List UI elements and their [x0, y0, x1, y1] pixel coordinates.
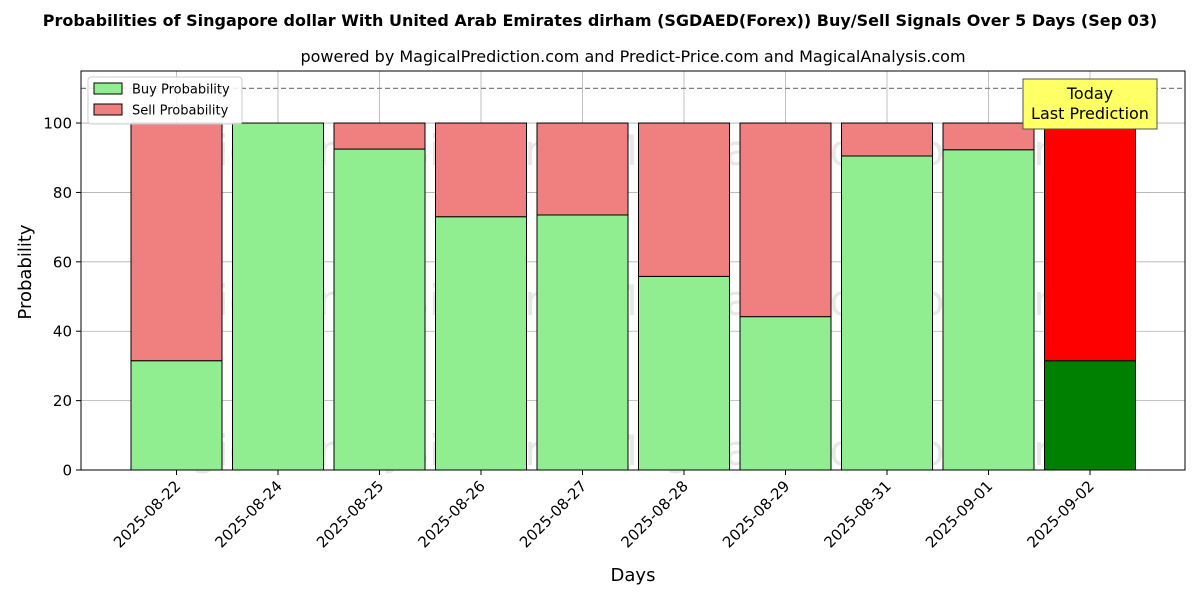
y-tick-label: 40: [53, 323, 72, 341]
sell-bar: [1044, 122, 1136, 362]
x-tick-label: 2025-08-27: [516, 477, 590, 551]
x-tick-label: 2025-08-29: [719, 477, 793, 551]
x-tick-label: 2025-08-26: [414, 477, 488, 551]
buy-bar: [232, 122, 324, 471]
bars-layer: [130, 122, 1136, 471]
x-tick-label: 2025-08-28: [617, 477, 691, 551]
annotation-line: Today: [1066, 84, 1113, 103]
buy-bar: [638, 275, 730, 471]
legend-box: [87, 76, 243, 125]
sell-bar: [942, 122, 1035, 151]
legend-label: Sell Probability: [132, 104, 229, 119]
legend-swatch: [93, 82, 123, 95]
sell-bar: [841, 122, 933, 157]
y-tick-label: 0: [62, 462, 72, 480]
buy-bar: [739, 316, 832, 471]
y-axis-title: Probability: [15, 224, 36, 319]
chart-subtitle: powered by MagicalPrediction.com and Pre…: [300, 47, 965, 66]
sell-bar: [739, 122, 832, 318]
buy-bar: [1044, 360, 1136, 471]
plot-frame: [80, 70, 1186, 471]
sell-bar: [435, 122, 527, 218]
x-tick-label: 2025-08-25: [313, 477, 387, 551]
legend: Buy Probability Sell Probability: [87, 76, 243, 125]
buy-bar: [130, 360, 223, 471]
x-tick-label: 2025-09-02: [1023, 477, 1097, 551]
chart-title: Probabilities of Singapore dollar With U…: [43, 11, 1157, 30]
y-tick-label: 20: [53, 392, 72, 410]
legend-swatch: [93, 103, 123, 116]
buy-bar: [333, 148, 426, 471]
buy-bar: [435, 216, 527, 471]
sell-bar: [130, 122, 223, 362]
y-tick-label: 80: [53, 184, 72, 202]
annotation-line: Last Prediction: [1031, 104, 1149, 123]
y-tick-label: 60: [53, 253, 72, 271]
x-tick-label: 2025-08-24: [211, 477, 285, 551]
sell-bar: [333, 122, 426, 150]
x-axis-title: Days: [611, 565, 656, 586]
buy-bar: [942, 149, 1035, 471]
x-tick-label: 2025-08-22: [110, 477, 184, 551]
y-tick-label: 100: [43, 115, 72, 133]
sell-bar: [536, 122, 629, 216]
buy-bar: [536, 214, 629, 471]
legend-label: Buy Probability: [132, 83, 230, 98]
x-tick-label: 2025-08-31: [820, 477, 894, 551]
x-tick-label: 2025-09-01: [922, 477, 996, 551]
sell-bar: [638, 122, 730, 277]
buy-bar: [841, 155, 933, 471]
annotation-box: [1022, 78, 1158, 130]
